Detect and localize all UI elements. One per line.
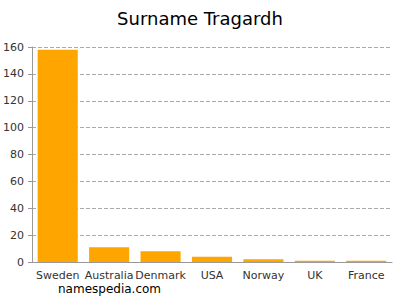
svg-text:USA: USA [201,269,224,282]
svg-text:60: 60 [10,175,24,188]
svg-text:France: France [348,269,385,282]
svg-text:Surname Tragardh: Surname Tragardh [117,8,283,29]
svg-text:20: 20 [10,229,24,242]
svg-text:namespedia.com: namespedia.com [58,282,161,296]
svg-text:80: 80 [10,148,24,161]
svg-text:120: 120 [3,94,24,107]
svg-text:Sweden: Sweden [36,269,79,282]
svg-text:UK: UK [307,269,323,282]
svg-text:140: 140 [3,67,24,80]
svg-text:100: 100 [3,121,24,134]
svg-text:160: 160 [3,41,24,54]
svg-text:Norway: Norway [243,269,285,282]
svg-text:Australia: Australia [85,269,134,282]
svg-text:0: 0 [17,256,24,269]
svg-text:Denmark: Denmark [135,269,186,282]
svg-text:40: 40 [10,202,24,215]
